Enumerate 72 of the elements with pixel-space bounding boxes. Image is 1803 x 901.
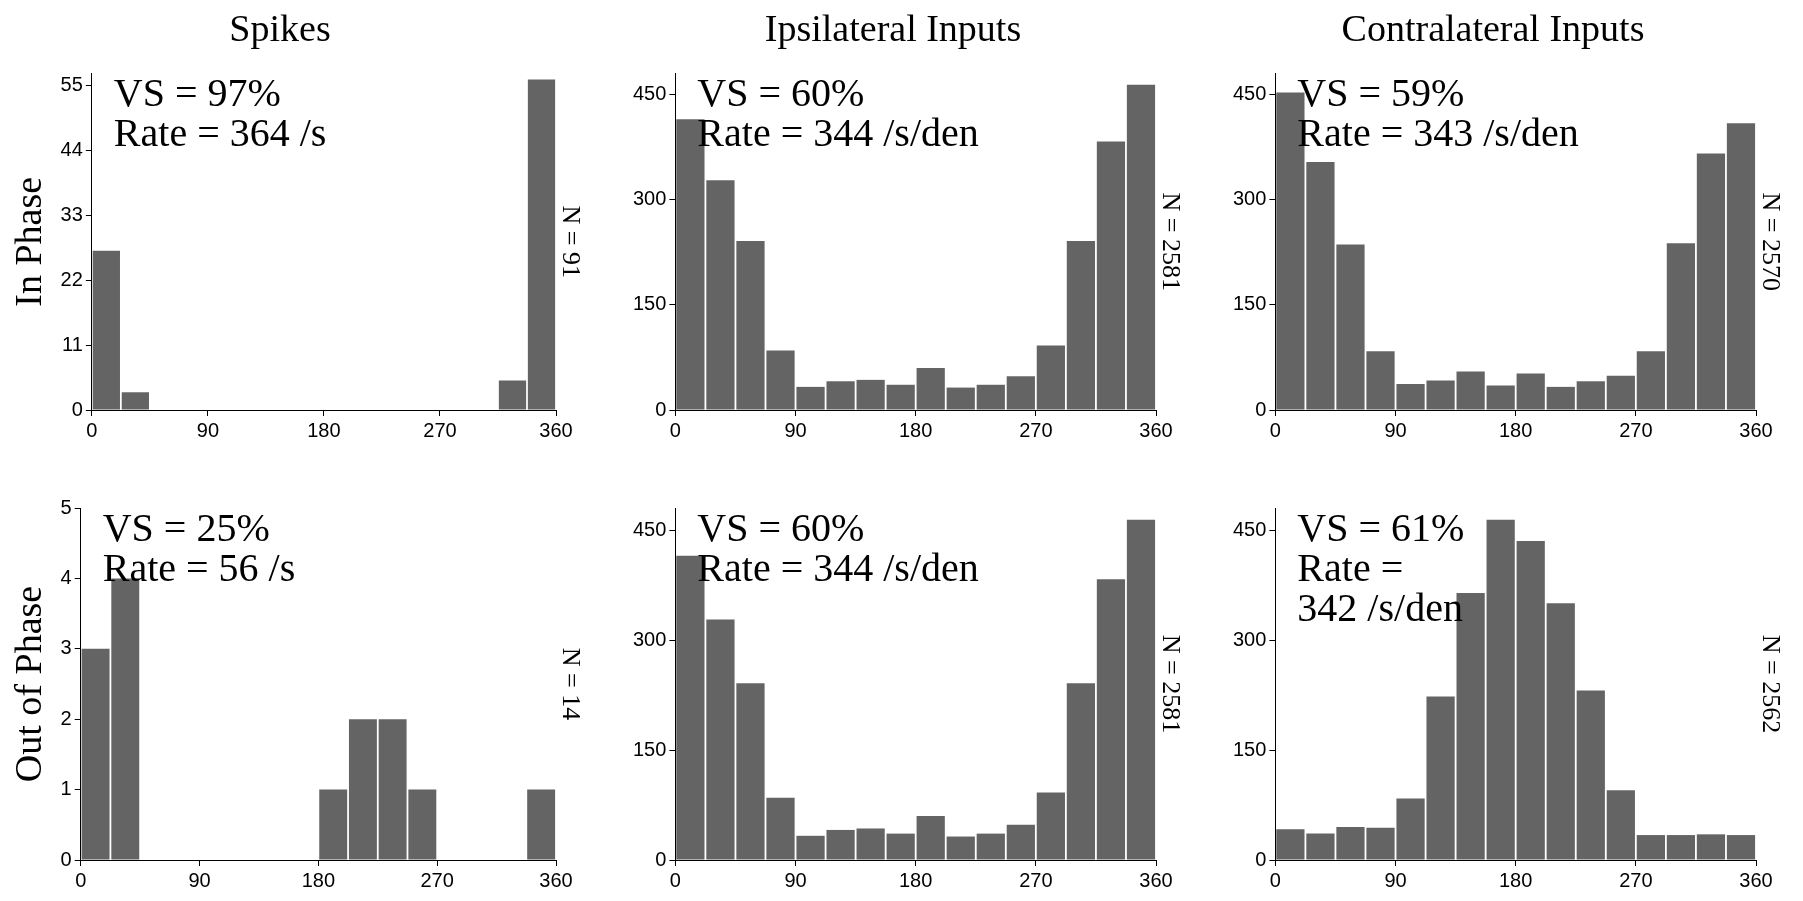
x-tick-label: 270	[1019, 868, 1053, 891]
x-tick-label: 180	[301, 868, 336, 891]
x-tick-label: 270	[1619, 418, 1653, 441]
y-tick-label: 300	[632, 627, 667, 650]
x-tick-label: 0	[669, 418, 681, 441]
y-tick-label: 3	[60, 636, 72, 659]
x-tick-label: 180	[307, 418, 341, 441]
x-tick-label: 270	[423, 418, 457, 441]
y-tick-label: 450	[1232, 82, 1267, 105]
y-tick-label: 4	[60, 565, 72, 588]
y2-axis-title: N = 2570	[1757, 192, 1787, 292]
y-tick-label: 450	[632, 517, 667, 540]
x-tick-label: 360	[1739, 418, 1773, 441]
y-tick-label: 2	[60, 706, 72, 729]
x-tick-label: 180	[899, 868, 933, 891]
y-tick-label: 300	[1232, 187, 1267, 210]
y-tick-label: 55	[60, 72, 83, 95]
x-tick-label: 360	[1739, 868, 1773, 891]
x-tick-label: 90	[1384, 418, 1407, 441]
y2-axis-title: N = 2562	[1757, 634, 1787, 734]
x-tick-label: 180	[899, 418, 933, 441]
y-tick-label: 0	[71, 397, 83, 420]
y-tick-label: 22	[60, 267, 83, 290]
x-tick-label: 90	[784, 868, 807, 891]
y-tick-label: 450	[1232, 517, 1267, 540]
y-tick-label: 11	[62, 332, 83, 355]
x-tick-label: 90	[196, 418, 220, 441]
y2-axis-title: N = 91	[557, 205, 587, 279]
x-tick-label: 90	[188, 868, 211, 891]
y-tick-label: 150	[632, 292, 667, 315]
chart-title: Contralateral Inputs	[1341, 6, 1645, 49]
x-tick-label: 360	[539, 418, 573, 441]
x-tick-label: 360	[1139, 868, 1173, 891]
y2-axis-title: N = 2581	[1157, 634, 1187, 734]
x-tick-label: 90	[784, 418, 807, 441]
y-tick-label: 150	[1232, 737, 1267, 760]
y-tick-label: 0	[60, 847, 72, 870]
x-tick-label: 180	[1499, 868, 1533, 891]
y-tick-label: 5	[60, 495, 72, 518]
y-tick-label: 300	[632, 187, 667, 210]
x-tick-label: 360	[1139, 418, 1173, 441]
x-tick-label: 0	[1269, 868, 1281, 891]
y-tick-label: 0	[655, 847, 667, 870]
y2-axis-title: N = 2581	[1157, 192, 1187, 292]
x-tick-label: 270	[1019, 418, 1053, 441]
x-tick-label: 360	[539, 868, 573, 891]
y-tick-label: 300	[1232, 627, 1267, 650]
y-tick-label: 150	[632, 737, 667, 760]
annotation: VS = 60%	[697, 504, 865, 550]
y-tick-label: 0	[1255, 847, 1267, 870]
x-tick-label: 180	[1499, 418, 1533, 441]
annotation: VS = 61%	[1297, 504, 1465, 550]
annotation: VS = 59%	[1297, 70, 1465, 116]
y-tick-label: 33	[60, 202, 83, 225]
y-tick-label: 0	[1255, 397, 1267, 420]
x-tick-label: 0	[86, 418, 98, 441]
chart-title: Spikes	[229, 6, 331, 49]
y-tick-label: 0	[655, 397, 667, 420]
x-tick-label: 90	[1384, 868, 1407, 891]
y-tick-label: 450	[632, 82, 667, 105]
y-tick-label: 1	[60, 777, 72, 800]
y-axis-title: Out of Phase	[6, 585, 49, 783]
x-tick-label: 0	[669, 868, 681, 891]
y-tick-label: 44	[60, 137, 83, 160]
y-tick-label: 150	[1232, 292, 1267, 315]
annotation: VS = 60%	[697, 70, 865, 116]
x-tick-label: 0	[1269, 418, 1281, 441]
chart-title: Ipsilateral Inputs	[764, 6, 1022, 49]
x-tick-label: 270	[420, 868, 454, 891]
y-axis-title: In Phase	[6, 176, 49, 307]
y2-axis-title: N = 14	[557, 647, 587, 721]
x-tick-label: 270	[1619, 868, 1653, 891]
